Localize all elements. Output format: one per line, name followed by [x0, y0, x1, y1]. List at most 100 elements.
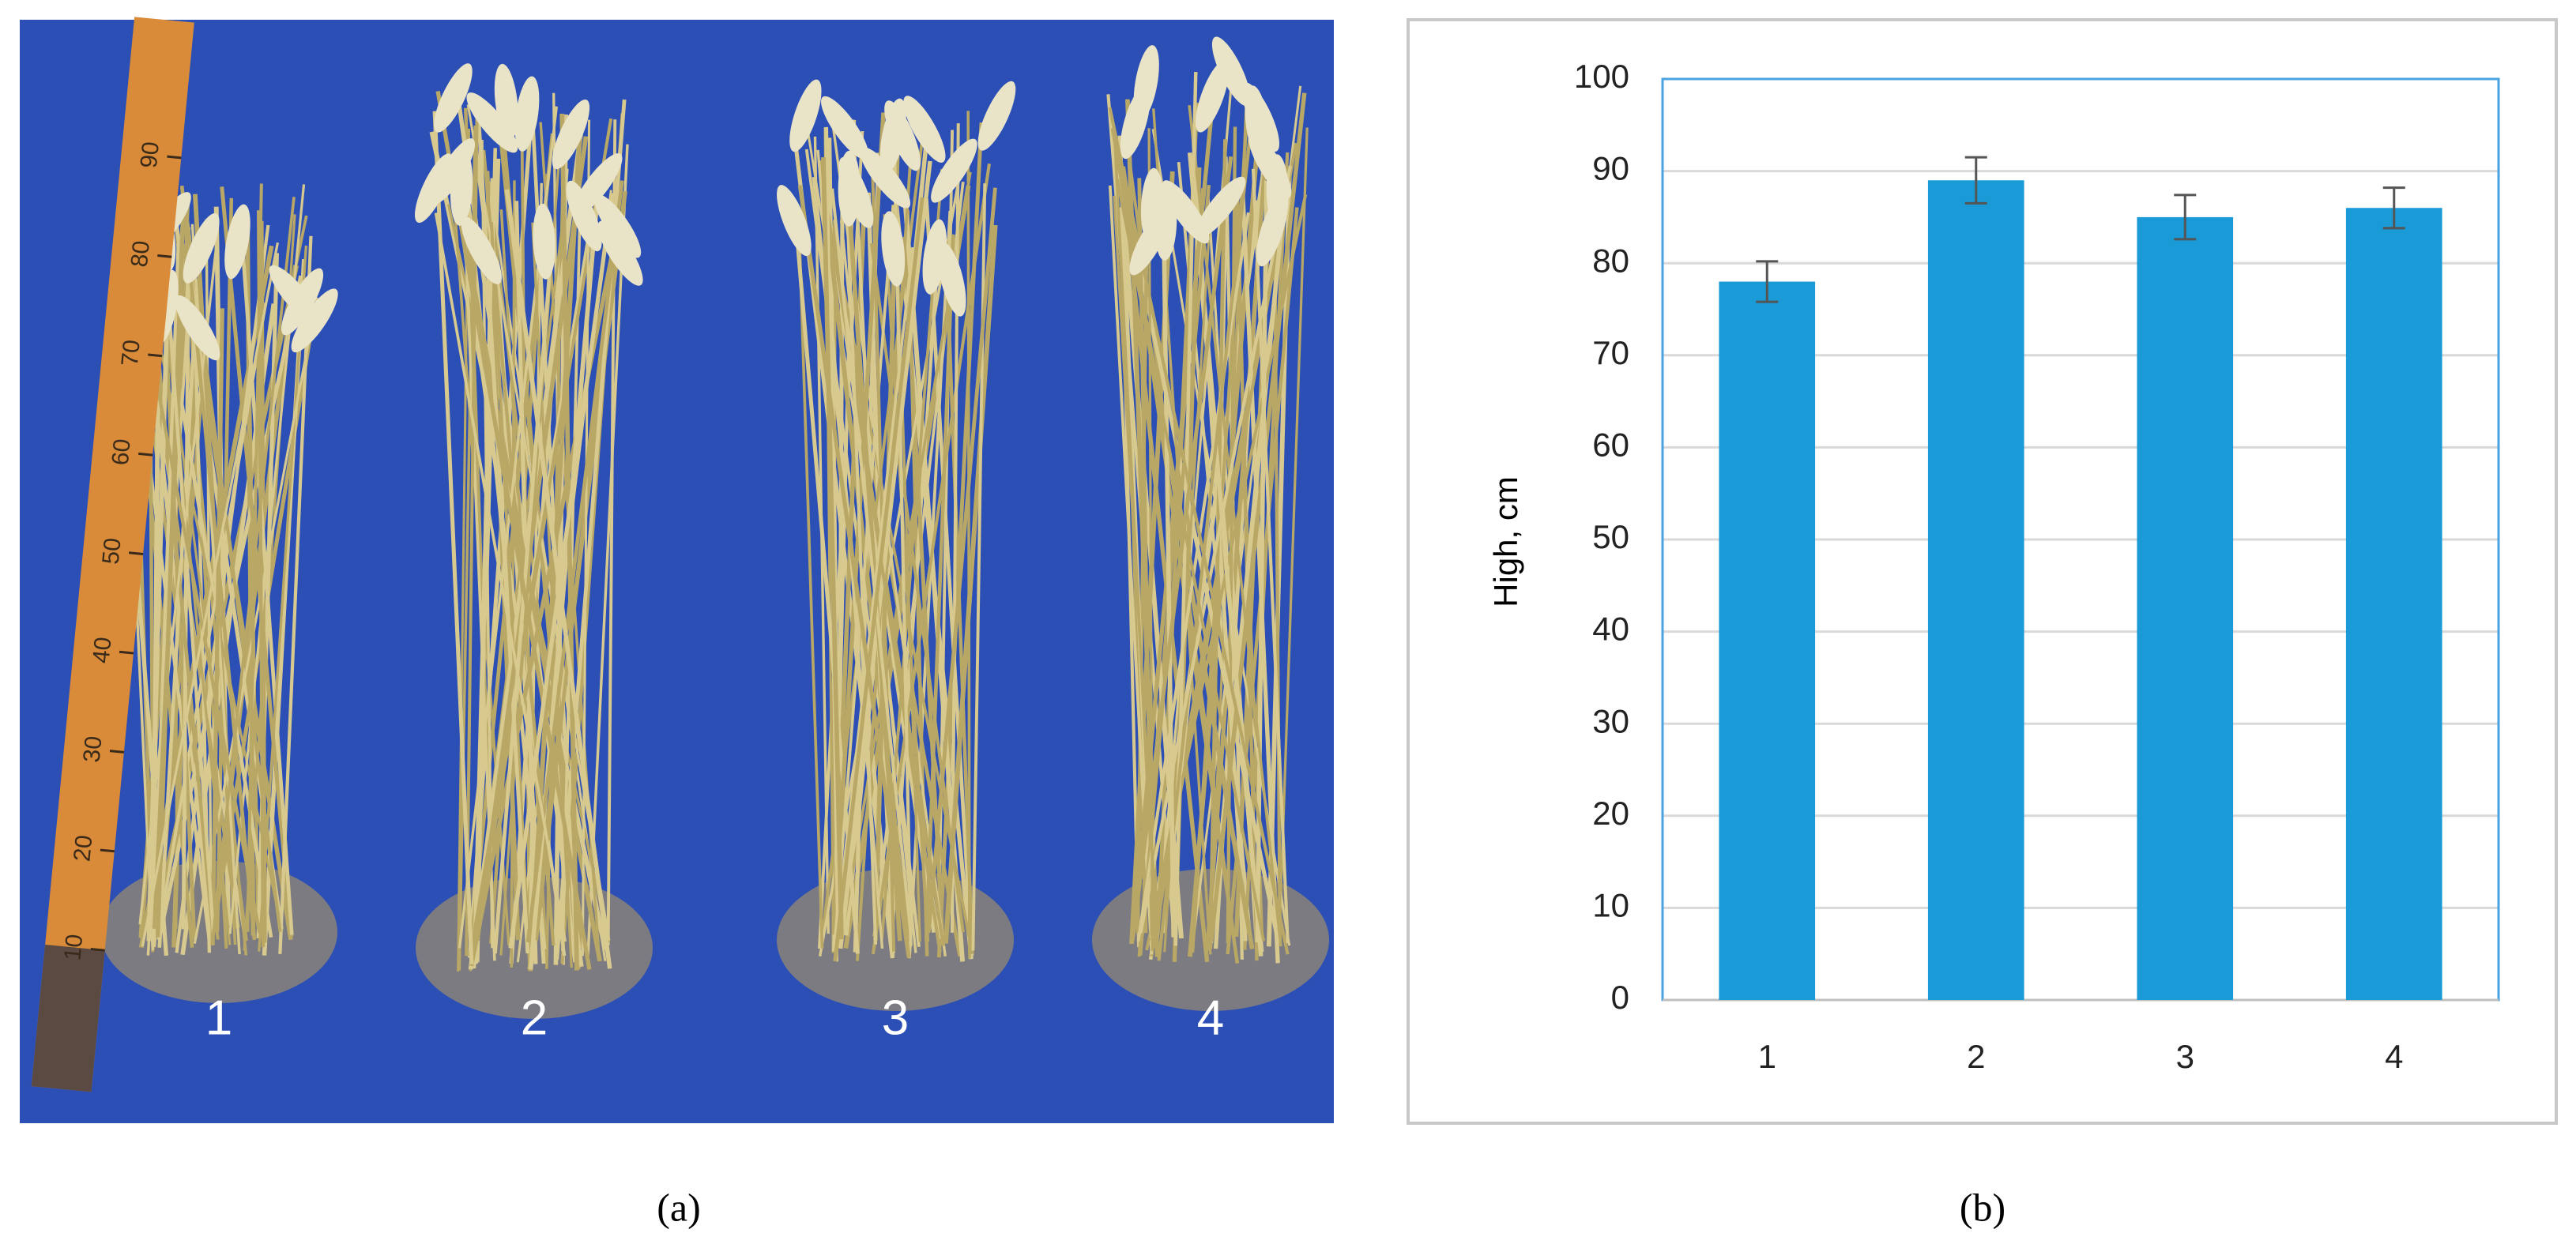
ear: [533, 203, 555, 280]
straw: [460, 154, 496, 961]
photo-label: 3: [882, 991, 909, 1045]
caption: (b): [1960, 1185, 2005, 1229]
straw: [1187, 152, 1264, 957]
ruler-label: 60: [107, 438, 136, 466]
y-tick-label: 10: [1592, 886, 1629, 923]
error-bar: [2382, 186, 2405, 230]
ear: [1120, 85, 1151, 160]
ear: [879, 98, 906, 174]
ear: [1245, 85, 1269, 161]
ruler-tick: [100, 848, 115, 853]
straw: [1278, 127, 1309, 938]
ear: [938, 242, 966, 317]
error-bar: [2174, 194, 2197, 241]
ruler-tick: [157, 254, 172, 258]
straw: [210, 308, 224, 945]
ruler-body: [31, 17, 194, 1092]
ear: [1211, 36, 1251, 106]
y-tick-label: 70: [1592, 334, 1629, 371]
x-tick-label: 1: [1758, 1038, 1776, 1075]
ear: [573, 153, 623, 216]
straw: [458, 125, 477, 971]
y-tick-label: 100: [1574, 58, 1629, 95]
caption: (a): [657, 1185, 701, 1229]
ear: [269, 265, 321, 326]
ear: [552, 99, 590, 170]
ruler-label: 80: [126, 239, 155, 268]
y-tick-label: 90: [1592, 150, 1629, 187]
ear: [183, 212, 220, 284]
straw: [843, 159, 878, 945]
ear: [838, 156, 874, 228]
straw: [166, 292, 216, 933]
straw: [1139, 165, 1292, 934]
error-bar: [1756, 260, 1779, 303]
photo: 10 20 30 40 50 60 70 80 90 1 2 3 4: [20, 17, 1334, 1123]
ear: [789, 79, 822, 152]
straw: [434, 212, 567, 942]
straw: [469, 210, 623, 967]
straw: [926, 187, 997, 934]
straw: [966, 111, 971, 959]
y-tick-label: 30: [1592, 702, 1629, 739]
ear: [1266, 154, 1289, 231]
photo-label: 2: [521, 991, 548, 1045]
ruler-label: 70: [117, 339, 145, 367]
straw: [1130, 156, 1233, 939]
straw: [157, 299, 198, 948]
straw: [141, 242, 280, 947]
straw: [586, 144, 629, 957]
straw: [1130, 114, 1214, 941]
ruler-label: 90: [136, 141, 164, 169]
ear: [175, 295, 220, 361]
ruler-label: 50: [98, 537, 126, 566]
straw: [1188, 104, 1282, 947]
ruler-tick: [119, 650, 134, 655]
ear: [860, 147, 911, 209]
ear: [1196, 60, 1230, 133]
straw: [833, 197, 925, 962]
straw: [531, 222, 573, 968]
y-tick-label: 40: [1592, 611, 1629, 648]
straw: [1113, 195, 1160, 957]
ruler: 10 20 30 40 50 60 70 80 90: [31, 17, 194, 1092]
y-tick-label: 80: [1592, 242, 1629, 279]
ear: [466, 92, 518, 153]
straw: [155, 196, 186, 938]
ruler-tick: [148, 353, 163, 358]
ear: [1196, 176, 1246, 239]
straw: [559, 113, 579, 971]
bar: [1719, 281, 1816, 1000]
y-tick-label: 20: [1592, 795, 1629, 832]
straw: [845, 179, 902, 942]
ear: [977, 81, 1016, 151]
straw: [581, 119, 591, 957]
ear: [597, 220, 643, 286]
straw: [902, 236, 945, 941]
straw: [1251, 168, 1290, 944]
photo-label: 1: [205, 991, 232, 1045]
ruler-tick: [90, 947, 105, 952]
x-tick-label: 2: [1967, 1038, 1985, 1075]
photo-label: 4: [1197, 991, 1224, 1045]
y-tick-label: 0: [1611, 979, 1629, 1016]
straw: [838, 160, 932, 949]
ear: [566, 180, 602, 252]
straw: [475, 136, 589, 942]
straw: [220, 186, 294, 937]
straw: [950, 123, 960, 933]
bar: [2345, 208, 2442, 1000]
y-tick-label: 50: [1592, 518, 1629, 555]
error-bar: [1964, 156, 1987, 205]
straw: [211, 197, 296, 941]
ruler-label: 40: [89, 636, 117, 664]
straw: [146, 252, 171, 942]
straw: [830, 188, 913, 935]
ear: [594, 194, 642, 258]
x-tick-label: 3: [2176, 1038, 2194, 1075]
straw: [239, 228, 294, 935]
straw: [480, 139, 494, 949]
straw: [432, 111, 474, 964]
ear: [1140, 167, 1164, 244]
